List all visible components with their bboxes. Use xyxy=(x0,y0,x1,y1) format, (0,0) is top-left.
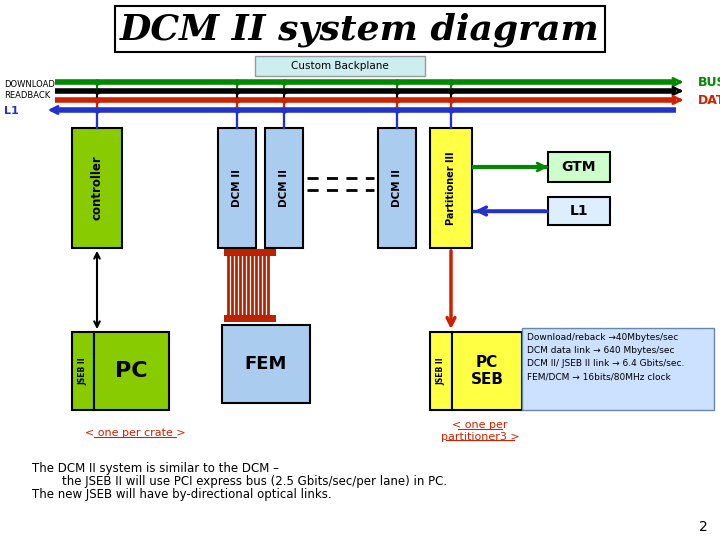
Bar xyxy=(522,328,714,410)
Bar xyxy=(224,315,276,322)
Text: < one per
partitioner3 >: < one per partitioner3 > xyxy=(441,420,519,442)
Bar xyxy=(255,56,425,76)
Text: < one per crate >: < one per crate > xyxy=(85,428,185,438)
Text: DCM II: DCM II xyxy=(232,169,242,207)
Bar xyxy=(265,128,303,248)
Text: JSEB II: JSEB II xyxy=(78,357,88,385)
Text: JSEB II: JSEB II xyxy=(436,357,446,385)
Text: Download/reback →40Mbytes/sec
DCM data link → 640 Mbytes/sec
DCM II/ JSEB II lin: Download/reback →40Mbytes/sec DCM data l… xyxy=(527,333,685,382)
Bar xyxy=(115,6,605,52)
Text: FEM: FEM xyxy=(245,355,287,373)
Text: 2: 2 xyxy=(699,520,708,534)
Text: PC: PC xyxy=(114,361,148,381)
Bar xyxy=(430,128,472,248)
Text: L1: L1 xyxy=(570,204,588,218)
Bar xyxy=(94,332,169,410)
Text: DOWNLOAD
READBACK: DOWNLOAD READBACK xyxy=(4,80,55,100)
Text: L1: L1 xyxy=(4,106,19,116)
Bar xyxy=(72,128,122,248)
Text: DATA: DATA xyxy=(698,93,720,106)
Text: DCM II: DCM II xyxy=(392,169,402,207)
Bar xyxy=(430,332,452,410)
Text: The DCM II system is similar to the DCM –: The DCM II system is similar to the DCM … xyxy=(32,462,279,475)
Text: PC
SEB: PC SEB xyxy=(470,355,503,387)
Text: controller: controller xyxy=(91,156,104,220)
Bar xyxy=(548,197,610,225)
Bar xyxy=(452,332,522,410)
Text: DCM II: DCM II xyxy=(279,169,289,207)
Text: BUSY: BUSY xyxy=(698,76,720,89)
Bar xyxy=(378,128,416,248)
Text: GTM: GTM xyxy=(562,160,596,174)
Bar xyxy=(218,128,256,248)
Text: Custom Backplane: Custom Backplane xyxy=(291,61,389,71)
Text: Partitioner III: Partitioner III xyxy=(446,151,456,225)
Text: DCM II system diagram: DCM II system diagram xyxy=(120,13,600,47)
Text: the JSEB II will use PCI express bus (2.5 Gbits/sec/per lane) in PC.: the JSEB II will use PCI express bus (2.… xyxy=(32,475,447,488)
Bar xyxy=(222,325,310,403)
Bar xyxy=(72,332,94,410)
Bar xyxy=(548,152,610,182)
Text: The new JSEB will have by-directional optical links.: The new JSEB will have by-directional op… xyxy=(32,488,332,501)
Bar xyxy=(224,249,276,256)
